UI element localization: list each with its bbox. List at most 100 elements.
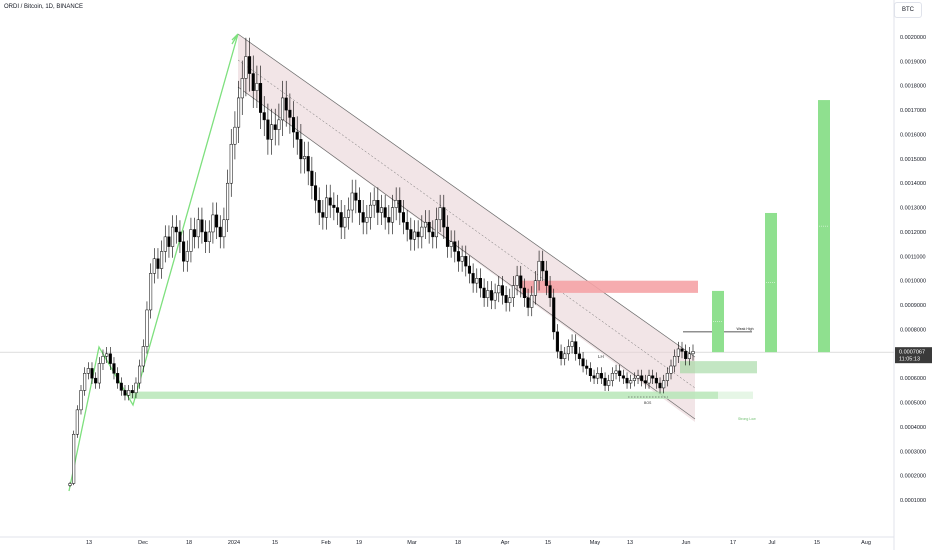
target-title: 1BTC = 1.809BTC bbox=[728, 179, 811, 190]
candle-down bbox=[431, 231, 435, 238]
trend-arrow-head bbox=[231, 33, 239, 45]
candle-down bbox=[259, 83, 263, 113]
x-tick-label: 15 bbox=[814, 540, 820, 546]
candle-up bbox=[270, 124, 274, 140]
candle-down bbox=[442, 207, 446, 228]
candle-up bbox=[449, 241, 453, 247]
candle-up bbox=[68, 483, 72, 486]
candle-down bbox=[559, 351, 563, 359]
candle-down bbox=[401, 212, 406, 223]
candle-down bbox=[306, 156, 310, 172]
candle-down bbox=[200, 219, 204, 233]
candle-up bbox=[420, 226, 424, 238]
candle-down bbox=[618, 370, 622, 376]
candle-up bbox=[86, 368, 90, 374]
candle-up bbox=[497, 285, 501, 294]
candle-down bbox=[599, 373, 603, 379]
candle-up bbox=[636, 375, 640, 379]
currency-button[interactable]: BTC bbox=[894, 2, 922, 18]
candle-down bbox=[328, 197, 332, 206]
y-tick-label: 0.0005000 bbox=[900, 401, 926, 407]
x-tick-label: Jul bbox=[768, 540, 775, 546]
candle-down bbox=[167, 236, 171, 247]
candle-up bbox=[324, 197, 329, 218]
candle-up bbox=[691, 351, 695, 355]
candle-down bbox=[310, 170, 314, 186]
candle-up bbox=[390, 207, 395, 223]
candle-up bbox=[233, 126, 237, 145]
candle-up bbox=[673, 355, 677, 367]
price-tag-value: 0.0007067 bbox=[899, 350, 925, 356]
candle-down bbox=[603, 377, 607, 386]
x-tick-label: 15 bbox=[272, 540, 278, 546]
x-tick-label: Apr bbox=[501, 540, 510, 546]
candle-up bbox=[343, 217, 347, 228]
y-tick-label: 0.0015000 bbox=[900, 157, 926, 163]
candle-up bbox=[222, 219, 226, 238]
y-tick-label: 0.0009000 bbox=[900, 303, 926, 309]
candle-down bbox=[416, 231, 420, 238]
candle-down bbox=[526, 297, 530, 308]
y-tick-label: 0.0008000 bbox=[900, 327, 926, 333]
candle-up bbox=[229, 143, 233, 184]
candle-up bbox=[530, 295, 534, 308]
price-tag bbox=[895, 347, 932, 364]
candle-up bbox=[226, 182, 230, 221]
candle-up bbox=[346, 209, 351, 218]
candle-down bbox=[321, 212, 325, 218]
candle-down bbox=[108, 353, 112, 364]
candle-down bbox=[90, 368, 94, 379]
candle-down bbox=[478, 278, 482, 289]
candle-down bbox=[471, 273, 475, 284]
candle-down bbox=[361, 212, 365, 223]
candle-up bbox=[189, 229, 193, 252]
support-tag: Strong Low bbox=[738, 417, 756, 421]
candle-down bbox=[262, 112, 266, 121]
target-title: 1BTC = 2.475BTC bbox=[781, 66, 864, 77]
candle-up bbox=[127, 390, 131, 396]
candle-down bbox=[585, 365, 589, 369]
candle-up bbox=[368, 204, 373, 218]
candle-down bbox=[193, 229, 197, 238]
candle-down bbox=[522, 287, 526, 299]
candle-down bbox=[555, 331, 559, 352]
candle-up bbox=[255, 83, 259, 91]
candle-down bbox=[178, 231, 182, 242]
candle-down bbox=[204, 231, 208, 242]
candle-down bbox=[299, 139, 303, 160]
candle-down bbox=[292, 117, 296, 133]
candle-down bbox=[541, 260, 545, 272]
y-tick-label: 0.0011000 bbox=[900, 254, 926, 260]
x-tick-label: Mar bbox=[407, 540, 417, 546]
candle-down bbox=[456, 251, 460, 262]
candle-down bbox=[482, 287, 486, 299]
x-tick-label: Jun bbox=[682, 540, 691, 546]
candle-up bbox=[160, 251, 164, 269]
x-tick-label: 18 bbox=[455, 540, 461, 546]
x-tick-label: Aug bbox=[861, 540, 871, 546]
x-tick-label: 13 bbox=[627, 540, 633, 546]
candle-down bbox=[684, 351, 688, 359]
candle-down bbox=[504, 295, 508, 303]
y-tick-label: 0.0018000 bbox=[900, 84, 926, 90]
candle-up bbox=[647, 375, 651, 384]
channel-upper-line bbox=[237, 33, 696, 358]
candle-up bbox=[563, 353, 567, 359]
candle-up bbox=[141, 346, 145, 367]
x-tick-label: 17 bbox=[730, 540, 736, 546]
candle-down bbox=[464, 256, 468, 267]
candle-down bbox=[295, 131, 299, 140]
candle-down bbox=[658, 382, 662, 389]
candle-up bbox=[475, 278, 479, 284]
candle-down bbox=[215, 214, 219, 228]
price-tag-countdown: 11:05:13 bbox=[899, 357, 920, 363]
candle-up bbox=[365, 217, 369, 223]
candle-down bbox=[445, 226, 449, 247]
candle-up bbox=[237, 97, 241, 128]
candle-up bbox=[669, 365, 673, 374]
y-tick-label: 0.0016000 bbox=[900, 132, 926, 138]
target-line2: 4 bars, 4d bbox=[704, 283, 731, 289]
target-line1: 0.0002516 (35.64%) 2,516 bbox=[681, 273, 753, 279]
